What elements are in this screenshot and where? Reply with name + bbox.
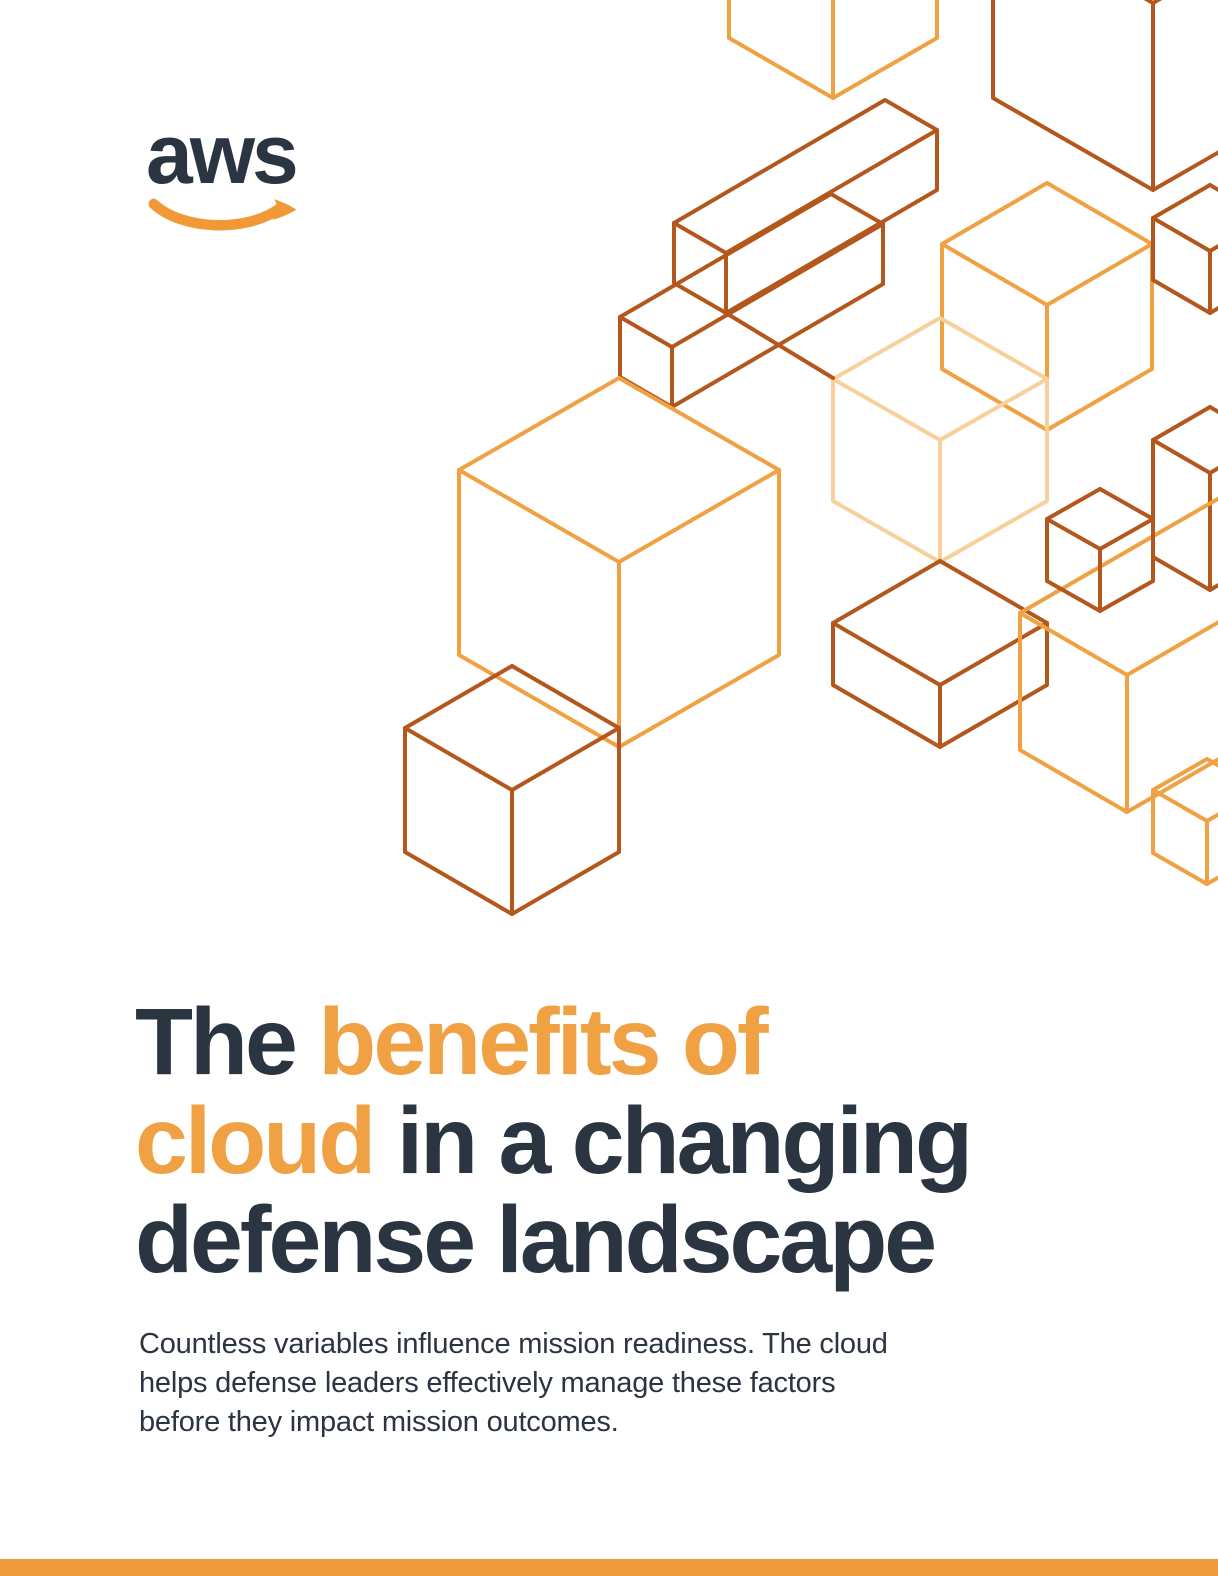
subtitle-line: Countless variables influence mission re… [139, 1328, 888, 1360]
title-segment: defense landscape [135, 1187, 937, 1293]
aws-logo: aws [146, 112, 300, 246]
cube-edge [618, 222, 885, 409]
cube-edge [1151, 183, 1218, 253]
title-segment: cloud [135, 1088, 376, 1194]
title-segment: The [135, 989, 319, 1095]
cube-edge [1018, 496, 1218, 677]
aws-smile-icon [148, 198, 297, 231]
page-title: The benefits of cloud in a changing defens… [135, 993, 973, 1290]
title-segment: in a changing [373, 1088, 973, 1194]
cube-edge [1143, 0, 1163, 5]
page-title-line: cloud in a changing [135, 1092, 973, 1191]
page-title-line: The benefits of [135, 993, 970, 1092]
cube-edge [1151, 405, 1218, 475]
page-subtitle: Countless variables influence mission re… [139, 1325, 888, 1442]
cube-edge [831, 559, 1049, 687]
isometric-cubes-illustration [403, 0, 1218, 916]
cube-edge [457, 376, 781, 564]
subtitle-line: before they impact mission outcomes. [139, 1406, 619, 1438]
subtitle-line: helps defense leaders effectively manage… [139, 1367, 836, 1399]
cube-edge [940, 181, 1154, 307]
cube-edge [672, 98, 939, 255]
cube-edge [672, 128, 939, 315]
cube-edge [618, 192, 885, 349]
page-title-line: defense landscape [135, 1191, 970, 1290]
title-segment: benefits of [318, 989, 768, 1095]
aws-logo-text: aws [146, 107, 299, 201]
footer-accent-bar [0, 1559, 1218, 1576]
cube-edge [724, 311, 835, 380]
cube-edge [991, 0, 1218, 192]
cube-edge [1045, 487, 1155, 551]
